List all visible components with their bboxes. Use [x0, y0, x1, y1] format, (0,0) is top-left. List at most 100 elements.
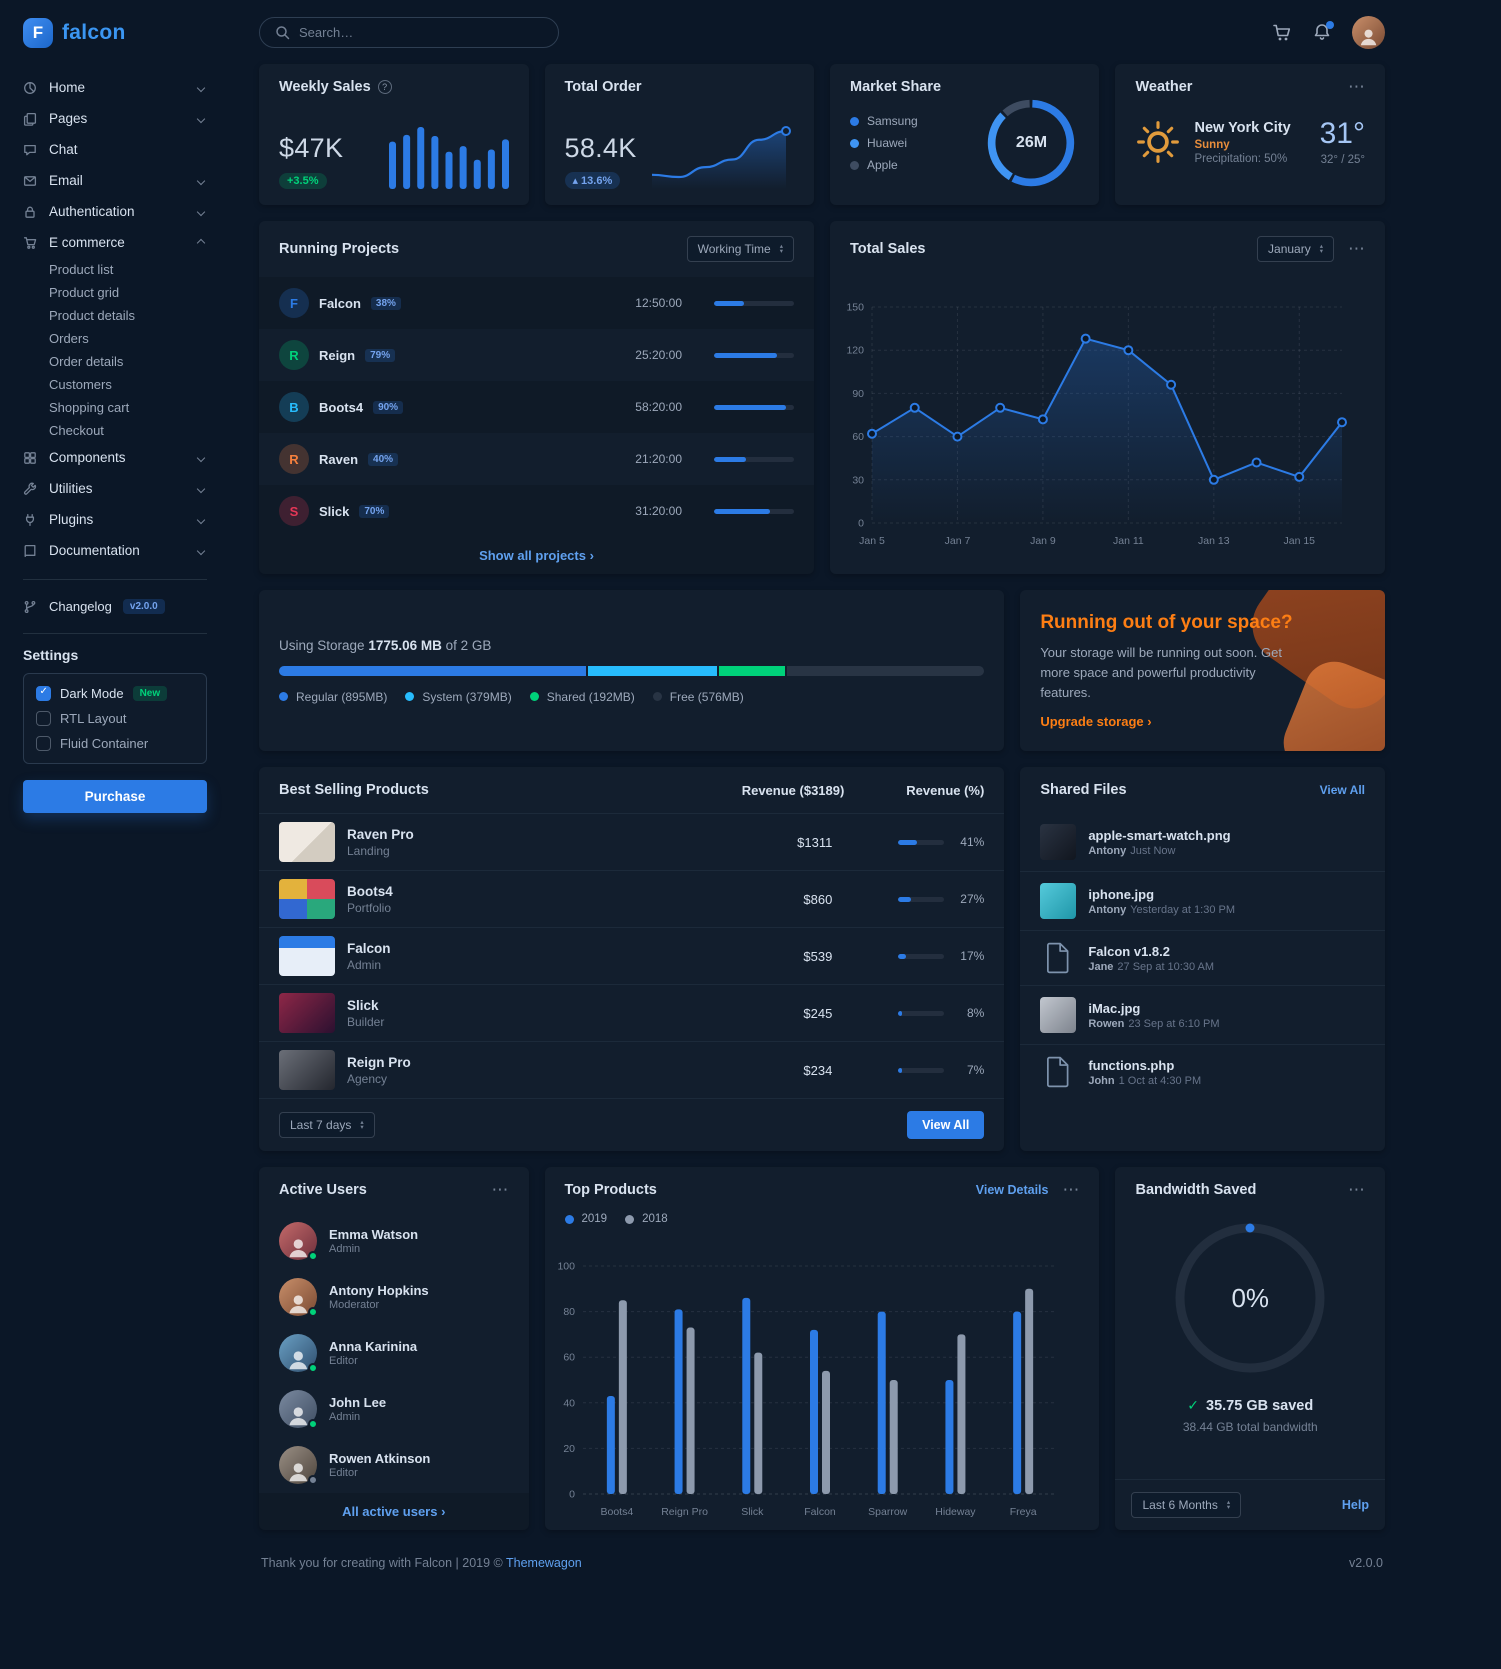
product-name[interactable]: Raven Pro [347, 826, 414, 842]
search-input[interactable] [299, 24, 543, 40]
project-name[interactable]: Raven [319, 451, 359, 467]
help-link[interactable]: Help [1341, 1498, 1369, 1513]
sidebar-subitem-customers[interactable]: Customers [49, 377, 112, 392]
ellipsis-menu-button[interactable] [1348, 244, 1365, 254]
sidebar-item-chat[interactable]: Chat [23, 134, 207, 165]
bell-icon[interactable] [1312, 20, 1334, 42]
last-6-months-select[interactable]: Last 6 Months [1131, 1492, 1242, 1519]
file-name[interactable]: iphone.jpg [1088, 886, 1155, 902]
user-name[interactable]: John Lee [329, 1395, 387, 1411]
ellipsis-menu-button[interactable] [1062, 1185, 1079, 1195]
view-all-link[interactable]: View All [1319, 783, 1365, 798]
sidebar-item-pages[interactable]: Pages [23, 103, 207, 134]
help-icon[interactable] [377, 80, 392, 94]
product-name[interactable]: Slick [347, 997, 379, 1013]
weather-condition: Sunny [1194, 138, 1230, 151]
all-active-users-link[interactable]: All active users [259, 1493, 529, 1531]
top-products-legend: 2019 2018 [545, 1213, 1100, 1229]
sidebar-item-email[interactable]: Email [23, 165, 207, 196]
rtl-layout-toggle[interactable]: RTL Layout [36, 711, 194, 726]
fluid-container-toggle[interactable]: Fluid Container [36, 736, 194, 751]
sidebar-item-label: Chat [49, 142, 78, 157]
project-avatar: F [279, 288, 309, 318]
product-revenue: $860 [803, 891, 833, 907]
total-sales-chart: 0 30 60 90 120 150 Jan 5 Jan 7 Jan 9 Jan 11 Jan 13… [830, 277, 1385, 574]
space-warning-title: Running out of your space? [1040, 612, 1293, 633]
sidebar-item-utilities[interactable]: Utilities [23, 473, 207, 504]
table-row: Raven Pro Landing $1311 41% [259, 813, 1005, 870]
brand[interactable]: falcon [23, 18, 207, 48]
user-name[interactable]: Antony Hopkins [329, 1283, 429, 1299]
storage-used-value: 1775.06 MB [368, 637, 442, 653]
fluid-container-checkbox[interactable] [36, 736, 51, 751]
sidebar-item-plugins[interactable]: Plugins [23, 504, 207, 535]
purchase-button[interactable]: Purchase [23, 780, 207, 813]
product-name[interactable]: Reign Pro [347, 1054, 411, 1070]
select-value: Last 7 days [290, 1118, 352, 1133]
project-progress [714, 456, 794, 462]
projects-list: F Falcon 38% 12:50:00 R Reign 79% 25:20:… [259, 277, 814, 537]
project-name[interactable]: Falcon [319, 295, 361, 311]
file-name[interactable]: iMac.jpg [1088, 1000, 1141, 1016]
sidebar-subitem-order-details[interactable]: Order details [49, 354, 124, 369]
file-name[interactable]: functions.php [1088, 1057, 1175, 1073]
top-products-chart: 0 20 40 60 80 100 Boots4 Reign Pro Slick Falcon Sp… [545, 1229, 1100, 1530]
show-all-projects-link[interactable]: Show all projects [259, 537, 814, 574]
file-name[interactable]: Falcon v1.8.2 [1088, 943, 1170, 959]
weather-info: New York City Sunny Precipitation: 50% [1194, 120, 1290, 165]
view-details-link[interactable]: View Details [975, 1183, 1049, 1198]
top-products-card: Top Products View Details 2019 2018 [544, 1167, 1100, 1531]
file-name[interactable]: apple-smart-watch.png [1088, 827, 1231, 843]
sidebar-item-changelog[interactable]: Changelog v2.0.0 [23, 593, 207, 620]
project-name[interactable]: Reign [319, 347, 356, 363]
sidebar-subitem-shopping-cart[interactable]: Shopping cart [49, 400, 130, 415]
series-2018-dot [625, 1214, 635, 1224]
ellipsis-menu-button[interactable] [1348, 82, 1365, 92]
last-7-days-select[interactable]: Last 7 days [279, 1112, 375, 1139]
sidebar-subitem-product-details[interactable]: Product details [49, 308, 135, 323]
revenue-percent: 8% [966, 1006, 985, 1021]
revenue-progress [898, 896, 945, 902]
sidebar-nav: Home Pages Chat Email Authentication [23, 72, 207, 566]
sidebar-subitem-checkout[interactable]: Checkout [49, 423, 104, 438]
footer-text: Thank you for creating with Falcon | 201… [261, 1556, 582, 1570]
project-percent-badge: 90% [373, 400, 404, 414]
book-icon [23, 543, 38, 558]
sidebar-item-components[interactable]: Components [23, 442, 207, 473]
product-name[interactable]: Boots4 [347, 883, 393, 899]
product-name[interactable]: Falcon [347, 940, 391, 956]
month-select[interactable]: January [1257, 236, 1334, 262]
chevron-down-icon [196, 83, 206, 92]
ellipsis-menu-button[interactable] [492, 1185, 509, 1195]
user-role: Editor [329, 1467, 358, 1480]
upgrade-storage-link[interactable]: Upgrade storage [1040, 714, 1151, 729]
dark-mode-checkbox[interactable] [36, 686, 51, 701]
view-all-button[interactable]: View All [907, 1111, 985, 1140]
search-box[interactable] [259, 16, 559, 48]
rtl-layout-checkbox[interactable] [36, 711, 51, 726]
project-name[interactable]: Slick [319, 503, 350, 519]
cart-icon[interactable] [1272, 23, 1292, 42]
sidebar-subitem-product-grid[interactable]: Product grid [49, 285, 120, 300]
sidebar-item-documentation[interactable]: Documentation [23, 535, 207, 566]
ellipsis-menu-button[interactable] [1348, 1185, 1365, 1195]
project-progress [714, 352, 794, 358]
sidebar-item-authentication[interactable]: Authentication [23, 196, 207, 227]
user-name[interactable]: Rowen Atkinson [329, 1451, 431, 1467]
project-name[interactable]: Boots4 [319, 399, 364, 415]
project-row: S Slick 70% 31:20:00 [259, 485, 814, 537]
avatar[interactable] [1352, 15, 1385, 49]
working-time-select[interactable]: Working Time [686, 236, 794, 262]
sidebar-subitem-orders[interactable]: Orders [49, 331, 89, 346]
user-name[interactable]: Anna Karinina [329, 1339, 418, 1355]
legend-item: 2019 [564, 1213, 607, 1225]
sidebar-subitem-product-list[interactable]: Product list [49, 262, 114, 277]
themewagon-link[interactable]: Themewagon [506, 1556, 582, 1571]
apple-dot [850, 160, 859, 170]
sidebar-item-home[interactable]: Home [23, 72, 207, 103]
dark-mode-toggle[interactable]: Dark Mode New [36, 686, 194, 701]
product-thumbnail [279, 879, 335, 920]
weekly-sales-value: $47K [279, 133, 344, 163]
user-name[interactable]: Emma Watson [329, 1227, 419, 1243]
sidebar-item-ecommerce[interactable]: E commerce [23, 227, 207, 258]
